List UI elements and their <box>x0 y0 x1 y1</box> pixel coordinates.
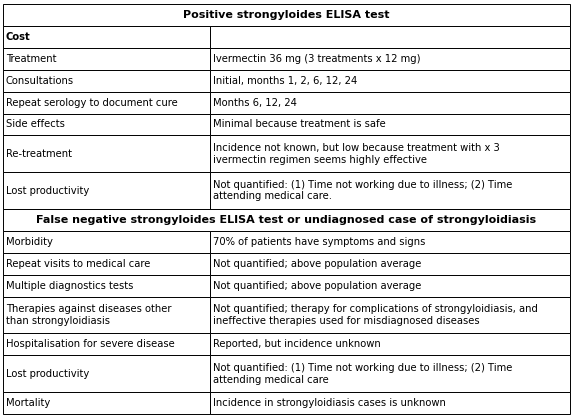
Bar <box>210 392 570 414</box>
Text: Morbidity: Morbidity <box>6 237 53 247</box>
Text: Consultations: Consultations <box>6 75 74 85</box>
Text: Treatment: Treatment <box>6 54 57 64</box>
Bar <box>210 334 570 355</box>
Text: Re-treatment: Re-treatment <box>6 149 72 159</box>
Bar <box>210 48 570 70</box>
Text: Reported, but incidence unknown: Reported, but incidence unknown <box>213 339 380 349</box>
Bar <box>3 4 570 26</box>
Bar <box>3 355 210 392</box>
Bar <box>3 392 210 414</box>
Bar <box>3 172 210 209</box>
Text: Not quantified; above population average: Not quantified; above population average <box>213 259 421 269</box>
Bar <box>210 355 570 392</box>
Bar <box>210 26 570 48</box>
Text: Side effects: Side effects <box>6 119 65 129</box>
Text: Multiple diagnostics tests: Multiple diagnostics tests <box>6 281 134 291</box>
Text: Repeat serology to document cure: Repeat serology to document cure <box>6 98 178 108</box>
Text: Hospitalisation for severe disease: Hospitalisation for severe disease <box>6 339 175 349</box>
Bar <box>210 231 570 253</box>
Text: Lost productivity: Lost productivity <box>6 186 89 196</box>
Text: 70% of patients have symptoms and signs: 70% of patients have symptoms and signs <box>213 237 425 247</box>
Text: Positive strongyloides ELISA test: Positive strongyloides ELISA test <box>183 10 390 20</box>
Bar <box>210 172 570 209</box>
Text: Incidence not known, but low because treatment with x 3
ivermectin regimen seems: Incidence not known, but low because tre… <box>213 143 500 165</box>
Bar <box>3 275 210 296</box>
Bar <box>3 231 210 253</box>
Text: Minimal because treatment is safe: Minimal because treatment is safe <box>213 119 386 129</box>
Bar <box>3 136 210 172</box>
Text: Not quantified: (1) Time not working due to illness; (2) Time
attending medical : Not quantified: (1) Time not working due… <box>213 363 512 384</box>
Bar <box>3 113 210 136</box>
Text: Lost productivity: Lost productivity <box>6 369 89 379</box>
Bar <box>3 26 210 48</box>
Bar <box>3 253 210 275</box>
Bar <box>3 334 210 355</box>
Bar <box>210 296 570 334</box>
Bar <box>210 275 570 296</box>
Bar <box>210 136 570 172</box>
Text: Initial, months 1, 2, 6, 12, 24: Initial, months 1, 2, 6, 12, 24 <box>213 75 357 85</box>
Text: Not quantified; above population average: Not quantified; above population average <box>213 281 421 291</box>
Text: Months 6, 12, 24: Months 6, 12, 24 <box>213 98 297 108</box>
Bar <box>3 92 210 113</box>
Bar <box>3 209 570 231</box>
Bar <box>3 296 210 334</box>
Text: Ivermectin 36 mg (3 treatments x 12 mg): Ivermectin 36 mg (3 treatments x 12 mg) <box>213 54 421 64</box>
Bar <box>210 70 570 92</box>
Bar <box>3 48 210 70</box>
Text: Not quantified; therapy for complications of strongyloidiasis, and
ineffective t: Not quantified; therapy for complication… <box>213 304 538 326</box>
Text: Mortality: Mortality <box>6 398 50 408</box>
Bar <box>210 253 570 275</box>
Text: False negative strongyloides ELISA test or undiagnosed case of strongyloidiasis: False negative strongyloides ELISA test … <box>37 215 536 225</box>
Text: Repeat visits to medical care: Repeat visits to medical care <box>6 259 150 269</box>
Text: Therapies against diseases other
than strongyloidiasis: Therapies against diseases other than st… <box>6 304 171 326</box>
Text: Not quantified: (1) Time not working due to illness; (2) Time
attending medical : Not quantified: (1) Time not working due… <box>213 180 512 201</box>
Text: Cost: Cost <box>6 32 31 42</box>
Text: Incidence in strongyloidiasis cases is unknown: Incidence in strongyloidiasis cases is u… <box>213 398 446 408</box>
Bar <box>210 113 570 136</box>
Bar <box>210 92 570 113</box>
Bar <box>3 70 210 92</box>
